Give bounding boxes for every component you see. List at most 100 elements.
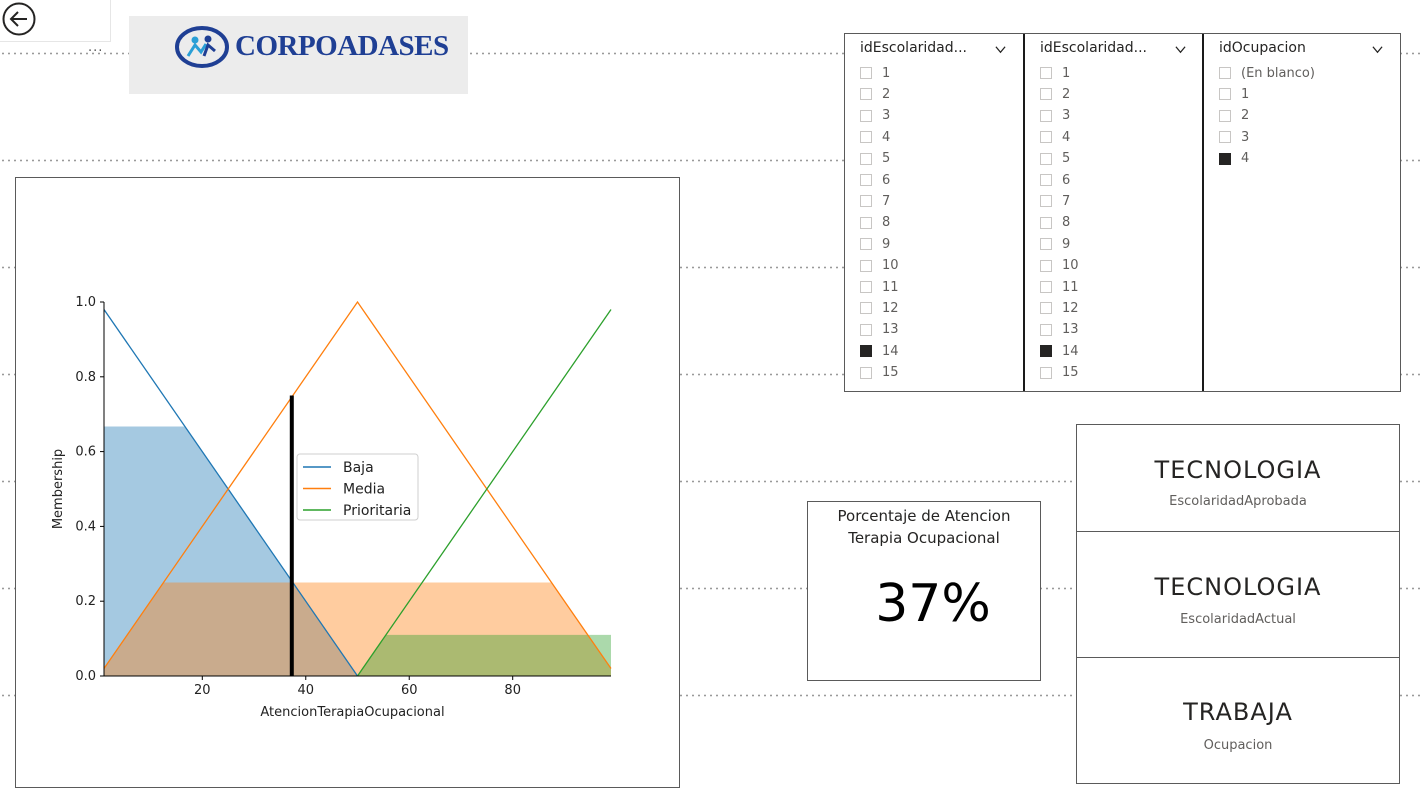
- membership-chart-visual[interactable]: 20 40 60 80 0.0 0.2 0.4 0.6 0.8 1.0 AtencionTerapi…: [15, 177, 680, 788]
- checkbox[interactable]: [1040, 302, 1052, 315]
- slicer-item[interactable]: 2: [1219, 107, 1249, 125]
- slicer-item[interactable]: 1: [860, 64, 890, 82]
- checkbox[interactable]: [1040, 174, 1052, 186]
- slicer-item[interactable]: 12: [860, 299, 899, 317]
- slicer-item[interactable]: (En blanco): [1219, 64, 1315, 82]
- slicer-item[interactable]: 15: [860, 364, 899, 382]
- series-line-prioritaria: [356, 309, 612, 677]
- checkbox[interactable]: [1040, 216, 1052, 229]
- slicer-item[interactable]: 5: [860, 150, 890, 168]
- slicer-item-label: 2: [1241, 108, 1250, 124]
- checkbox[interactable]: [860, 323, 872, 336]
- checkbox[interactable]: [1040, 366, 1052, 379]
- checkbox[interactable]: [860, 152, 872, 165]
- checkbox[interactable]: [860, 109, 872, 122]
- slicer-item[interactable]: 3: [1040, 107, 1070, 125]
- checkbox[interactable]: [1219, 131, 1231, 144]
- checkbox[interactable]: [860, 259, 872, 272]
- slicer-item[interactable]: 8: [1040, 214, 1070, 232]
- slicer-header[interactable]: idOcupacion: [1219, 40, 1306, 56]
- y-tick-label: 0.4: [75, 519, 96, 534]
- checkbox[interactable]: [860, 195, 872, 208]
- slicer-item[interactable]: 2: [860, 85, 890, 103]
- slicer-item[interactable]: 15: [1040, 364, 1079, 382]
- checkbox[interactable]: [1040, 88, 1052, 101]
- card-escolaridad-actual[interactable]: TECNOLOGIA EscolaridadActual: [1076, 531, 1400, 658]
- slicer-item[interactable]: 7: [1040, 192, 1070, 210]
- checkbox[interactable]: [1040, 345, 1052, 358]
- slicer-item[interactable]: 14: [860, 342, 899, 360]
- checkbox[interactable]: [1219, 67, 1231, 79]
- checkbox[interactable]: [860, 302, 872, 315]
- slicer-item-label: 10: [882, 258, 899, 274]
- slicer-item-label: 11: [882, 279, 899, 295]
- slicer-item[interactable]: 4: [1040, 128, 1070, 146]
- checkbox[interactable]: [860, 345, 872, 358]
- slicer-item[interactable]: 1: [1040, 64, 1070, 82]
- slicer-item[interactable]: 8: [860, 214, 890, 232]
- checkbox[interactable]: [1040, 281, 1052, 293]
- checkbox[interactable]: [1040, 152, 1052, 165]
- slicer-item[interactable]: 4: [1219, 150, 1249, 168]
- slicer-item[interactable]: 7: [860, 192, 890, 210]
- slicer-item[interactable]: 2: [1040, 85, 1070, 103]
- slicer-id-ocupacion[interactable]: idOcupacion (En blanco) 1 2 3 4: [1204, 34, 1400, 391]
- slicer-item-label: 3: [1241, 129, 1250, 145]
- slicer-item[interactable]: 9: [860, 235, 890, 253]
- slicer-item[interactable]: 11: [860, 278, 899, 296]
- slicer-item[interactable]: 13: [860, 321, 899, 339]
- checkbox[interactable]: [1040, 259, 1052, 272]
- checkbox[interactable]: [860, 88, 872, 101]
- slicer-item[interactable]: 6: [1040, 171, 1070, 189]
- logo-container: [129, 16, 468, 94]
- checkbox[interactable]: [1040, 67, 1052, 79]
- checkbox[interactable]: [1219, 88, 1231, 101]
- checkbox[interactable]: [1040, 323, 1052, 336]
- slicer-header[interactable]: idEscolaridad...: [1040, 40, 1147, 56]
- slicer-item[interactable]: 11: [1040, 278, 1079, 296]
- slicer-item[interactable]: 10: [860, 257, 899, 275]
- legend-label-baja: Baja: [343, 460, 374, 476]
- slicer-item[interactable]: 13: [1040, 321, 1079, 339]
- slicer-id-escolaridad-aprobada[interactable]: idEscolaridad... 1 2 3 4 5 6 7 8 9 10 11 12 13 14 15: [845, 34, 1023, 391]
- more-options-icon[interactable]: ...: [88, 40, 104, 55]
- slicer-item[interactable]: 6: [860, 171, 890, 189]
- slicer-item[interactable]: 10: [1040, 257, 1079, 275]
- checkbox[interactable]: [1040, 131, 1052, 144]
- checkbox[interactable]: [860, 131, 872, 144]
- slicer-item[interactable]: 1: [1219, 85, 1249, 103]
- slicer-item[interactable]: 4: [860, 128, 890, 146]
- chevron-down-icon[interactable]: [1175, 44, 1186, 55]
- slicer-item[interactable]: 12: [1040, 299, 1079, 317]
- slicer-item-label: 1: [882, 65, 891, 81]
- card-escolaridad-aprobada[interactable]: TECNOLOGIA EscolaridadAprobada: [1076, 424, 1400, 532]
- checkbox[interactable]: [860, 67, 872, 79]
- checkbox[interactable]: [860, 281, 872, 293]
- checkbox[interactable]: [1040, 109, 1052, 122]
- slicer-item[interactable]: 3: [860, 107, 890, 125]
- checkbox[interactable]: [1219, 109, 1231, 122]
- checkbox[interactable]: [1040, 195, 1052, 208]
- slicer-header[interactable]: idEscolaridad...: [860, 40, 967, 56]
- back-button[interactable]: [0, 0, 38, 38]
- chevron-down-icon[interactable]: [995, 44, 1006, 55]
- activation-area-baja: [104, 426, 358, 676]
- slicer-item-label: 1: [1241, 86, 1250, 102]
- chevron-down-icon[interactable]: [1372, 44, 1383, 55]
- slicer-item[interactable]: 3: [1219, 128, 1249, 146]
- checkbox[interactable]: [860, 238, 872, 251]
- card-ocupacion[interactable]: TRABAJA Ocupacion: [1076, 657, 1400, 784]
- kpi-card[interactable]: Porcentaje de Atencion Terapia Ocupacion…: [807, 501, 1041, 681]
- slicer-item-label: 4: [1062, 129, 1071, 145]
- slicer-id-escolaridad-actual[interactable]: idEscolaridad... 1 2 3 4 5 6 7 8 9 10 11 12 13 14 15: [1025, 34, 1203, 391]
- checkbox[interactable]: [1219, 152, 1231, 165]
- slicer-item[interactable]: 14: [1040, 342, 1079, 360]
- checkbox[interactable]: [1040, 238, 1052, 251]
- slicer-item[interactable]: 5: [1040, 150, 1070, 168]
- slicer-item[interactable]: 9: [1040, 235, 1070, 253]
- checkbox[interactable]: [860, 366, 872, 379]
- checkbox[interactable]: [860, 174, 872, 186]
- kpi-title-line1: Porcentaje de Atencion: [837, 507, 1011, 525]
- y-axis-label: Membership: [51, 449, 66, 529]
- checkbox[interactable]: [860, 216, 872, 229]
